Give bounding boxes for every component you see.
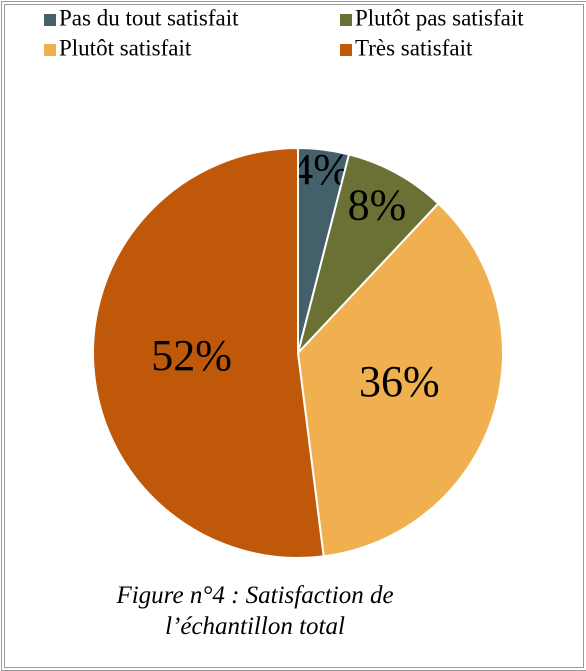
pie-slice (92, 146, 325, 559)
pie-slice (296, 202, 504, 558)
legend-swatch (44, 44, 56, 56)
legend-swatch (340, 44, 352, 56)
figure-caption: Figure n°4 : Satisfaction de l’échantill… (116, 582, 394, 640)
legend-swatch (44, 14, 56, 26)
pie-slice (297, 153, 440, 354)
slice-label: 36% (359, 357, 440, 406)
legend-label: Plutôt satisfait (59, 35, 192, 60)
slice-label: 8% (348, 180, 407, 229)
slice-label: 52% (151, 331, 232, 380)
legend-label: Plutôt pas satisfait (355, 5, 524, 30)
legend-swatch (340, 14, 352, 26)
legend-label: Pas du tout satisfait (59, 5, 239, 30)
legend-label: Très satisfait (355, 35, 473, 60)
